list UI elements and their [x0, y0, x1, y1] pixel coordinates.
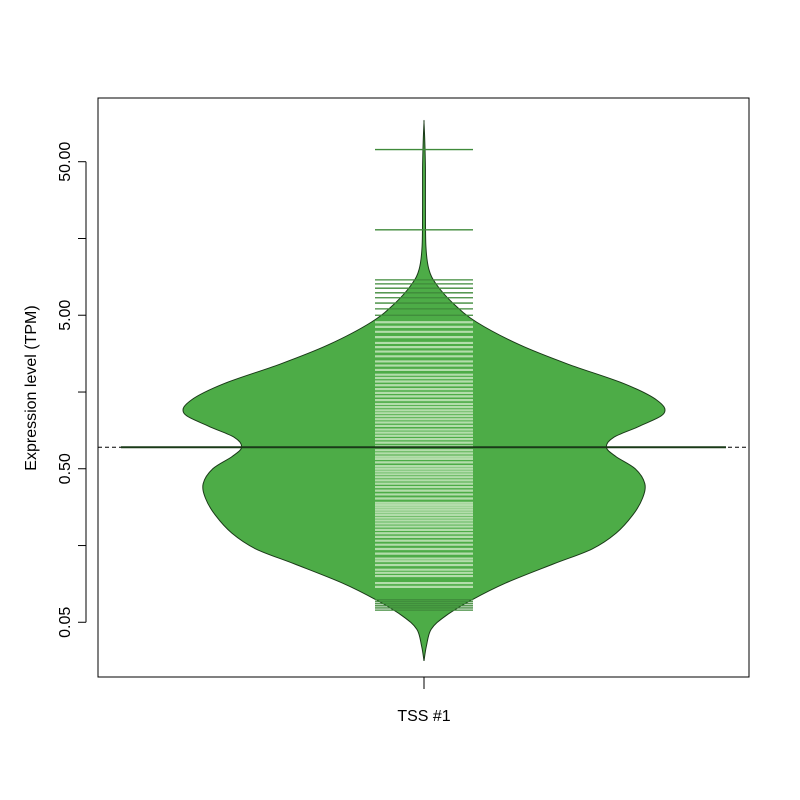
y-axis-title: Expression level (TPM) [23, 305, 40, 470]
x-axis: TSS #1 [397, 677, 451, 725]
y-tick-label: 0.05 [57, 607, 74, 638]
x-tick-label: TSS #1 [397, 708, 450, 725]
y-tick-label: 0.50 [57, 453, 74, 484]
y-axis: 0.05 0.50 5.00 50.00 [57, 142, 87, 638]
y-tick-label: 5.00 [57, 300, 74, 331]
violin-layer [182, 119, 666, 661]
rug-layer [375, 148, 473, 611]
violin-body [182, 119, 666, 661]
y-tick-label: 50.00 [57, 142, 74, 182]
